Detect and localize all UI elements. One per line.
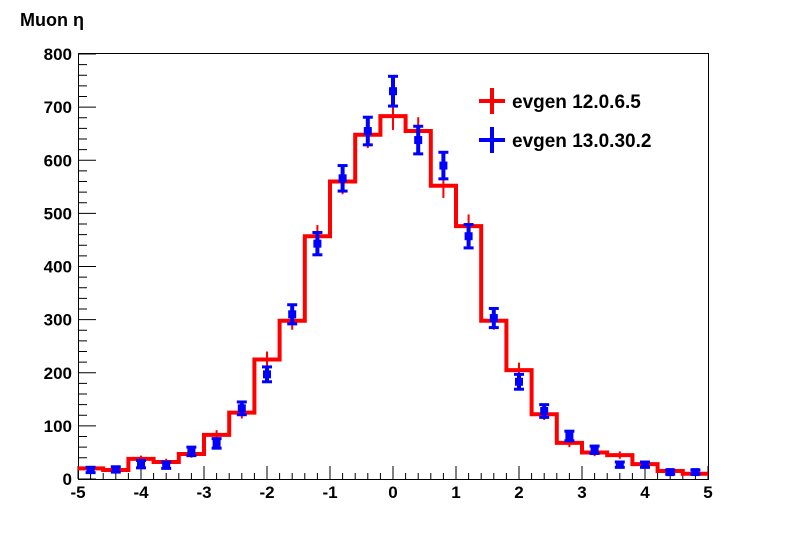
x-tick-label: -1 [322,483,337,502]
x-tick-label: 1 [451,483,460,502]
y-tick-label: 300 [44,311,72,330]
data-point [589,444,600,455]
point-marker [590,445,599,454]
data-point [514,372,524,391]
legend-label-series-1: evgen 12.0.6.5 [512,92,641,113]
point-marker [489,314,498,323]
data-point [262,365,272,384]
x-tick-label: 5 [703,483,712,502]
point-marker [540,407,549,415]
data-point [488,306,499,330]
point-marker [389,87,397,96]
data-point [463,223,474,250]
data-point [136,458,146,470]
point-marker [414,136,423,145]
point-marker [439,161,448,170]
data-point [312,231,323,257]
data-point [564,429,575,443]
y-tick-label: 600 [44,151,72,170]
x-tick-label: 3 [577,483,586,502]
data-point [362,115,373,147]
point-marker [464,232,473,241]
data-point [690,468,701,477]
y-tick-label: 0 [63,470,72,489]
data-point [110,465,121,474]
y-tick-label: 100 [44,417,72,436]
point-marker [515,377,523,386]
point-marker [162,461,171,470]
point-marker [263,370,271,379]
data-point [186,445,197,458]
data-point [287,303,298,326]
point-marker [565,431,574,440]
point-marker [666,468,675,477]
point-marker [615,460,624,469]
data-point [413,124,424,156]
x-tick-label: -3 [196,483,211,502]
data-point [236,400,247,417]
point-marker [137,460,145,469]
point-marker [237,404,246,413]
x-tick-label: -4 [133,483,149,502]
data-point [211,437,222,450]
point-marker [111,465,120,474]
x-tick-label: 0 [388,483,397,502]
data-point [337,164,348,193]
point-marker [187,447,196,456]
x-tick-label: 4 [640,483,650,502]
point-marker [86,465,95,474]
data-point [388,74,398,108]
legend: evgen 12.0.6.5 evgen 13.0.30.2 [479,88,651,153]
point-marker [338,174,347,183]
y-tick-label: 700 [44,98,72,117]
y-tick-label: 400 [44,258,72,277]
data-point [665,468,676,477]
data-point [614,460,625,469]
point-marker [313,239,322,248]
point-marker [691,468,700,477]
y-tick-label: 500 [44,204,72,223]
legend-label-series-2: evgen 13.0.30.2 [512,131,651,152]
point-marker [288,310,297,319]
x-tick-label: 2 [514,483,523,502]
axes: -5 -4 -3 -2 -1 0 1 2 3 4 5 0 100 200 300 400 500 600 700 80… [44,45,713,502]
y-tick-label: 800 [44,45,72,64]
x-tick-label: -2 [259,483,274,502]
data-point [438,150,449,181]
data-point [539,403,550,419]
chart-title: Muon η [20,10,84,30]
data-point [85,465,96,475]
data-point [640,460,650,469]
y-tick-label: 200 [44,364,72,383]
point-marker [363,127,372,136]
data-point [161,460,172,470]
x-tick-label: -5 [70,483,85,502]
point-marker [641,460,649,469]
point-marker [212,439,221,448]
series-evgen-13-layer [85,74,701,477]
